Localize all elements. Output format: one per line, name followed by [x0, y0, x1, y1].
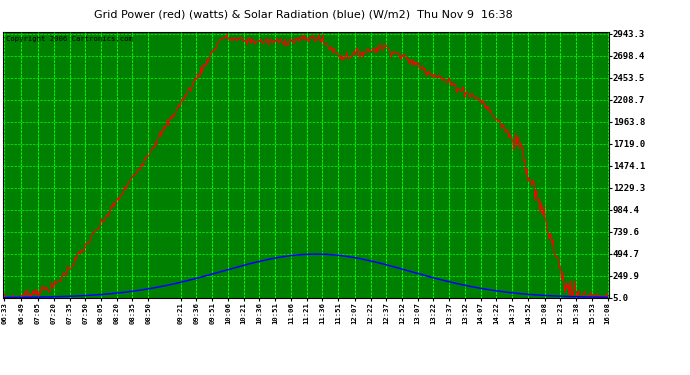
Text: Grid Power (red) (watts) & Solar Radiation (blue) (W/m2)  Thu Nov 9  16:38: Grid Power (red) (watts) & Solar Radiati… [95, 9, 513, 20]
Text: Copyright 2006 Cartronics.com: Copyright 2006 Cartronics.com [6, 36, 133, 42]
